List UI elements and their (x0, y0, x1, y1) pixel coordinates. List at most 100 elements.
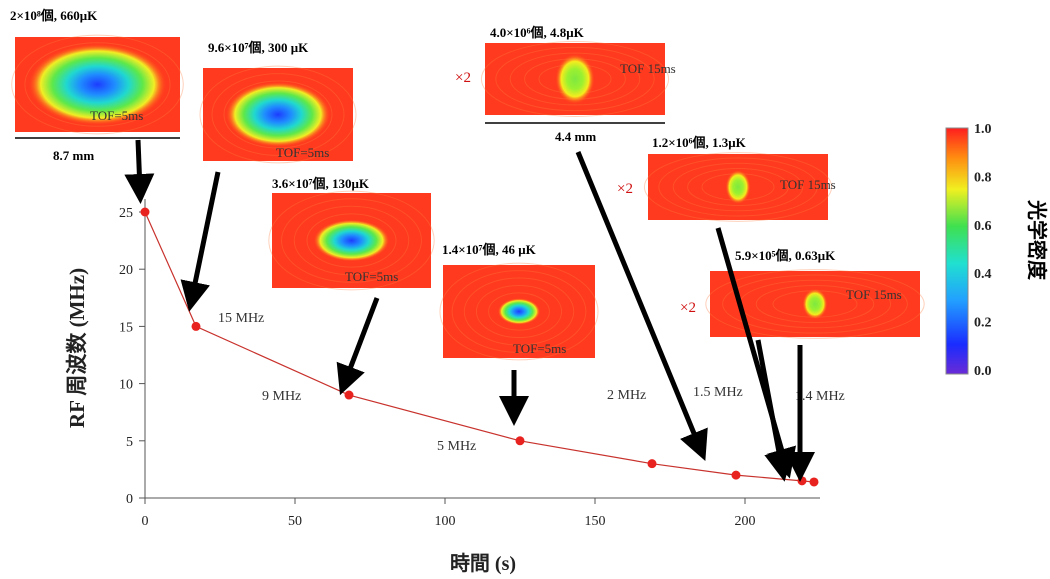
colorbar-tick-label: 0.4 (974, 267, 992, 282)
fringe (475, 284, 563, 339)
x-tick-label: 0 (142, 514, 149, 529)
point-label: 9 MHz (262, 389, 301, 404)
point-label: 1.5 MHz (693, 385, 743, 400)
absorption-image: 2×10⁸個, 660μK TOF=5ms 8.7 mm (10, 8, 184, 163)
point-label: 1.4 MHz (795, 389, 845, 404)
atom-cloud (725, 169, 751, 205)
y-tick-label: 15 (119, 320, 133, 335)
absorption-image: 5.9×10⁵個, 0.63μK TOF 15ms ×2 (680, 248, 925, 339)
absorption-image: 3.6×10⁷個, 130μK TOF=5ms (268, 176, 435, 291)
arrow (336, 297, 380, 396)
atom-cloud (313, 219, 390, 262)
y-tick-label: 0 (126, 492, 133, 507)
fringe (439, 262, 599, 361)
tof-label: TOF 15ms (846, 287, 902, 302)
fringe (755, 285, 875, 323)
atom-cloud (802, 288, 828, 320)
data-point (731, 470, 741, 480)
x-tick-label: 200 (735, 514, 756, 529)
fringe (11, 34, 184, 135)
fringe (658, 157, 818, 217)
atom-cloud (225, 81, 331, 148)
fringe (223, 80, 333, 149)
fringe (306, 213, 397, 268)
scale-bar-label: 4.4 mm (555, 129, 596, 144)
fringe (281, 198, 422, 283)
tof-label: TOF=5ms (90, 108, 143, 123)
magnification-label: ×2 (680, 300, 696, 316)
absorption-image: 9.6×10⁷個, 300 μK TOF=5ms (199, 40, 357, 164)
fringe (705, 269, 925, 339)
fringe (24, 42, 171, 127)
data-point (191, 321, 201, 331)
colorbar-tick-label: 0.6 (974, 219, 992, 234)
colorbar-tick-label: 0.0 (974, 364, 992, 379)
arrow (575, 151, 708, 461)
point-label: 2 MHz (607, 388, 646, 403)
fringe (293, 205, 410, 276)
rf-frequency-plot: 0 5 10 15 20 25 0 50 100 150 200 時間 (s) RF 周波数 (MHz)… (65, 199, 845, 575)
fringe (451, 270, 587, 353)
y-tick-label: 5 (126, 435, 133, 450)
fringe (687, 168, 789, 206)
y-tick-label: 25 (119, 206, 133, 221)
tof-label: TOF=5ms (345, 269, 398, 284)
tof-label: TOF 15ms (780, 177, 836, 192)
fringe (463, 277, 575, 346)
image-caption: 5.9×10⁵個, 0.63μK (735, 248, 836, 263)
fringe (488, 292, 550, 331)
fringe (211, 73, 345, 156)
colorbar: 光学密度 1.0 0.8 0.6 0.4 0.2 0.0 (945, 122, 1049, 379)
point-label: 5 MHz (437, 439, 476, 454)
data-point (344, 390, 354, 400)
absorption-image: 1.2×10⁶個, 1.3μK TOF 15ms ×2 (617, 135, 836, 222)
image-caption: 3.6×10⁷個, 130μK (272, 176, 370, 191)
x-axis-label: 時間 (s) (450, 551, 516, 575)
scale-bar-label: 8.7 mm (53, 148, 94, 163)
fringe (495, 46, 655, 112)
fringe (268, 190, 435, 291)
image-caption: 9.6×10⁷個, 300 μK (208, 40, 309, 55)
fringe (509, 52, 641, 106)
colorbar-tick-label: 0.8 (974, 170, 992, 185)
arrow (180, 171, 221, 312)
image-caption: 1.2×10⁶個, 1.3μK (652, 135, 747, 150)
fringe (722, 274, 908, 334)
fringe (672, 162, 804, 212)
x-tick-label: 50 (288, 514, 302, 529)
atom-cloud (28, 43, 167, 126)
tof-label: TOF=5ms (513, 341, 566, 356)
absorption-images: 2×10⁸個, 660μK TOF=5ms 8.7 mm 9.6×10⁷個, 300 … (10, 8, 925, 361)
arrows (124, 139, 815, 482)
colorbar-tick-label: 0.2 (974, 316, 992, 331)
tof-label: TOF=5ms (276, 145, 329, 160)
colorbar-tick-label: 1.0 (974, 122, 992, 137)
image-caption: 2×10⁸個, 660μK (10, 8, 98, 23)
x-tick-label: 150 (585, 514, 606, 529)
fringe (480, 41, 670, 117)
atom-cloud (555, 53, 595, 105)
arrow (755, 339, 794, 482)
absorption-image: 1.4×10⁷個, 46 μK TOF=5ms (439, 242, 599, 361)
x-tick-label: 100 (435, 514, 456, 529)
data-point (797, 476, 807, 486)
y-axis-label: RF 周波数 (MHz) (65, 268, 89, 428)
image-caption: 4.0×10⁶個, 4.8μK (490, 25, 585, 40)
colorbar-label: 光学密度 (1025, 199, 1049, 281)
image-caption: 1.4×10⁷個, 46 μK (442, 242, 537, 257)
magnification-label: ×2 (455, 70, 471, 86)
y-tick-label: 20 (119, 263, 133, 278)
data-point (140, 207, 150, 217)
y-tick-label: 10 (119, 378, 133, 393)
arrow (124, 139, 155, 204)
fringe (199, 65, 357, 164)
tof-label: TOF 15ms (620, 61, 676, 76)
point-label: 15 MHz (218, 311, 264, 326)
data-point (809, 477, 819, 487)
fringe (643, 152, 833, 222)
colorbar-gradient (945, 127, 969, 375)
data-point (647, 459, 657, 469)
magnification-label: ×2 (617, 181, 633, 197)
absorption-image: 4.0×10⁶個, 4.8μK TOF 15ms ×2 4.4 mm (455, 25, 676, 144)
